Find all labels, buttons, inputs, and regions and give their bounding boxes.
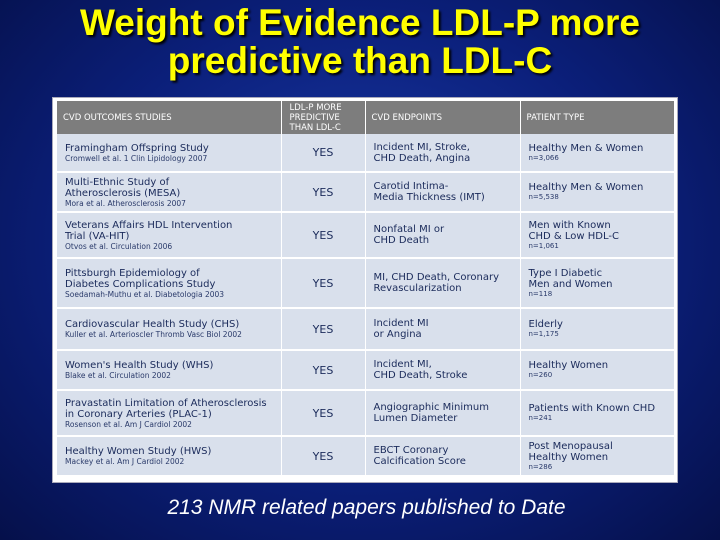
study-cell: Veterans Affairs HDL Intervention Trial … <box>57 212 282 259</box>
endpoints-cell: Incident MI, CHD Death, Stroke <box>365 350 521 391</box>
predictive-cell: YES <box>281 258 366 309</box>
patient-type: Men with Known CHD & Low HDL-C <box>528 219 619 242</box>
table-row: Pravastatin Limitation of Atherosclerosi… <box>57 390 675 437</box>
predictive-cell: YES <box>281 172 366 213</box>
patient-cell: Men with Known CHD & Low HDL-C n=1,061 <box>520 212 675 259</box>
patient-type: Healthy Women <box>528 360 609 371</box>
study-name: Multi-Ethnic Study of Atherosclerosis (M… <box>65 176 181 199</box>
table-header-row: CVD OUTCOMES STUDIES LDL-P MORE PREDICTI… <box>57 101 675 134</box>
study-citation: Soedamah-Muthu et al. Diabetologia 2003 <box>65 289 225 299</box>
study-cell: Multi-Ethnic Study of Atherosclerosis (M… <box>57 172 282 213</box>
patient-cell: Type I Diabetic Men and Women n=118 <box>520 258 675 309</box>
patient-type: Healthy Men & Women <box>528 182 644 193</box>
header-studies: CVD OUTCOMES STUDIES <box>57 101 282 134</box>
patient-type: Elderly <box>528 319 563 330</box>
table-row: Veterans Affairs HDL Intervention Trial … <box>57 212 675 259</box>
patient-cell: Healthy Women n=260 <box>520 350 675 391</box>
endpoints-cell: Nonfatal MI or CHD Death <box>365 212 521 259</box>
study-citation: Blake et al. Circulation 2002 <box>65 371 171 380</box>
patient-count: n=286 <box>528 462 553 471</box>
table-row: Healthy Women Study (HWS) Mackey et al. A… <box>57 436 675 477</box>
patient-count: n=3,066 <box>528 153 559 162</box>
predictive-cell: YES <box>281 308 366 351</box>
predictive-cell: YES <box>281 134 366 173</box>
patient-type: Healthy Men & Women <box>528 142 644 154</box>
patient-count: n=5,538 <box>528 193 559 201</box>
study-cell: Pravastatin Limitation of Atherosclerosi… <box>57 390 282 437</box>
endpoints-cell: Incident MI, Stroke, CHD Death, Angina <box>365 134 521 173</box>
study-citation: Otvos et al. Circulation 2006 <box>65 241 173 251</box>
header-predictive: LDL-P MORE PREDICTIVE THAN LDL-C <box>281 101 366 134</box>
endpoints-cell: MI, CHD Death, Coronary Revascularizatio… <box>365 258 521 309</box>
header-patient-type: PATIENT TYPE <box>520 101 675 134</box>
study-name: Pravastatin Limitation of Atherosclerosi… <box>65 397 267 420</box>
endpoints-cell: Carotid Intima- Media Thickness (IMT) <box>365 172 521 213</box>
slide-title-line-1: Weight of Evidence LDL-P more <box>80 2 640 43</box>
predictive-cell: YES <box>281 212 366 259</box>
endpoints-cell: Angiographic Minimum Lumen Diameter <box>365 390 521 437</box>
patient-count: n=260 <box>528 371 553 379</box>
patient-count: n=1,061 <box>528 241 559 250</box>
study-name: Healthy Women Study (HWS) <box>65 446 212 457</box>
table-row: Pittsburgh Epidemiology of Diabetes Comp… <box>57 258 675 309</box>
patient-count: n=241 <box>528 414 553 422</box>
slide-title-line-2: predictive than LDL-C <box>167 40 553 81</box>
table-row: Women's Health Study (WHS) Blake et al. C… <box>57 350 675 391</box>
study-name: Framingham Offspring Study <box>65 142 209 154</box>
footer-note: 213 NMR related papers published to Date <box>167 496 566 519</box>
patient-cell: Healthy Men & Women n=3,066 <box>520 134 675 173</box>
patient-cell: Patients with Known CHD n=241 <box>520 390 675 437</box>
predictive-cell: YES <box>281 390 366 437</box>
patient-type: Patients with Known CHD <box>528 403 656 414</box>
study-name: Pittsburgh Epidemiology of Diabetes Comp… <box>65 267 216 290</box>
studies-table-frame: CVD OUTCOMES STUDIES LDL-P MORE PREDICTI… <box>52 97 678 483</box>
study-cell: Framingham Offspring Study Cromwell et al… <box>57 134 282 173</box>
patient-count: n=118 <box>528 289 553 298</box>
patient-count: n=1,175 <box>528 330 559 338</box>
studies-table: CVD OUTCOMES STUDIES LDL-P MORE PREDICTI… <box>57 101 675 477</box>
slide-title: Weight of Evidence LDL-P more predictive… <box>0 4 720 80</box>
patient-cell: Healthy Men & Women n=5,538 <box>520 172 675 213</box>
endpoints-cell: Incident MI or Angina <box>365 308 521 351</box>
study-name: Veterans Affairs HDL Intervention Trial … <box>65 219 233 242</box>
study-cell: Pittsburgh Epidemiology of Diabetes Comp… <box>57 258 282 309</box>
endpoints-cell: EBCT Coronary Calcification Score <box>365 436 521 477</box>
study-citation: Rosenson et al. Am J Cardiol 2002 <box>65 419 192 429</box>
study-name: Cardiovascular Health Study (CHS) <box>65 319 240 330</box>
table-row: Cardiovascular Health Study (CHS) Kuller … <box>57 308 675 351</box>
study-name: Women's Health Study (WHS) <box>65 360 214 371</box>
patient-cell: Post Menopausal Healthy Women n=286 <box>520 436 675 477</box>
study-cell: Women's Health Study (WHS) Blake et al. C… <box>57 350 282 391</box>
predictive-cell: YES <box>281 350 366 391</box>
study-citation: Cromwell et al. 1 Clin Lipidology 2007 <box>65 153 208 163</box>
patient-type: Type I Diabetic Men and Women <box>528 267 613 290</box>
study-cell: Healthy Women Study (HWS) Mackey et al. A… <box>57 436 282 477</box>
predictive-cell: YES <box>281 436 366 477</box>
patient-type: Post Menopausal Healthy Women <box>528 440 613 463</box>
study-citation: Mora et al. Atherosclerosis 2007 <box>65 198 186 208</box>
table-row: Framingham Offspring Study Cromwell et al… <box>57 134 675 173</box>
study-citation: Kuller et al. Arterioscler Thromb Vasc B… <box>65 330 242 339</box>
patient-cell: Elderly n=1,175 <box>520 308 675 351</box>
study-citation: Mackey et al. Am J Cardiol 2002 <box>65 457 185 466</box>
header-endpoints: CVD ENDPOINTS <box>365 101 521 134</box>
table-row: Multi-Ethnic Study of Atherosclerosis (M… <box>57 172 675 213</box>
study-cell: Cardiovascular Health Study (CHS) Kuller … <box>57 308 282 351</box>
